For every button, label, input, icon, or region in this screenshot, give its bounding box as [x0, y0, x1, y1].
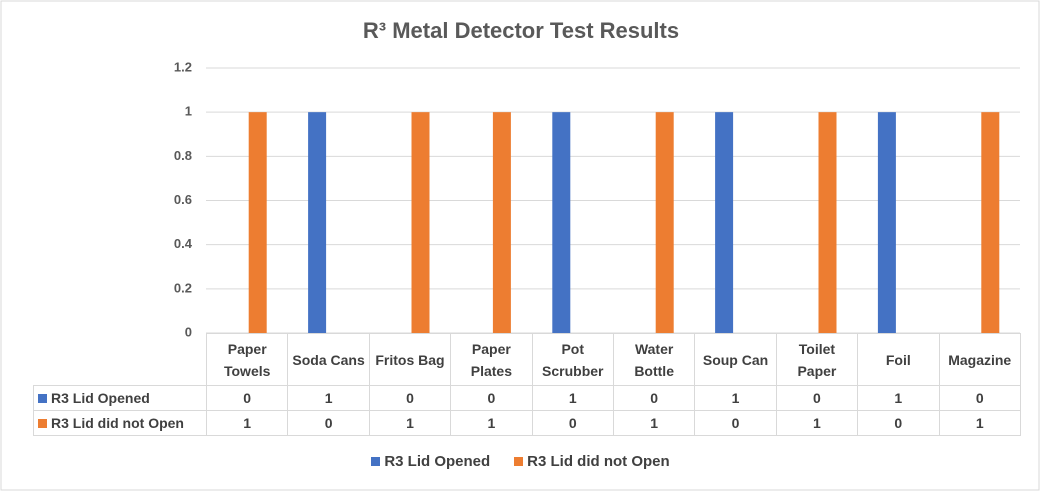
- category-label: Paper Plates: [450, 333, 533, 386]
- table-value: 0: [694, 410, 777, 436]
- table-value: 1: [531, 385, 614, 411]
- bar: [248, 112, 267, 334]
- bar: [981, 112, 1000, 334]
- table-value: 1: [612, 410, 696, 436]
- y-tick-label: 0.8: [174, 148, 192, 163]
- table-value: 1: [857, 385, 940, 411]
- y-tick-label: 0.4: [174, 236, 193, 251]
- table-value: 0: [775, 385, 859, 411]
- category-label: Pot Scrubber: [531, 333, 614, 386]
- table-value: 1: [450, 410, 533, 436]
- bar: [411, 112, 430, 334]
- category-label: Soda Cans: [287, 333, 370, 386]
- table-value: 1: [694, 385, 777, 411]
- legend-swatch: [38, 394, 47, 403]
- bar: [492, 112, 511, 334]
- legend-label: R3 Lid did not Open: [527, 453, 670, 470]
- table-header-row: Paper Towels Soda Cans Fritos Bag Paper Pla…: [33, 333, 1021, 386]
- data-table: Paper Towels Soda Cans Fritos Bag Paper Pla…: [33, 333, 1021, 436]
- bar: [655, 112, 674, 334]
- table-value: 0: [938, 385, 1021, 411]
- y-tick-label: 0.2: [174, 280, 192, 295]
- y-tick-label: 1.2: [174, 59, 192, 74]
- table-value: 0: [287, 410, 370, 436]
- category-label: Toilet Paper: [775, 333, 859, 386]
- blank-cell: [33, 333, 207, 386]
- y-tick-label: 0: [185, 324, 192, 339]
- category-label: Soup Can: [694, 333, 777, 386]
- table-value: 1: [938, 410, 1021, 436]
- row-header: R3 Lid did not Open: [33, 410, 207, 436]
- category-label: Paper Towels: [205, 333, 289, 386]
- chart-title: R³ Metal Detector Test Results: [363, 18, 679, 43]
- category-label: Water Bottle: [612, 333, 696, 386]
- y-tick-label: 1: [185, 104, 192, 119]
- table-row: R3 Lid did not Open 1 0 1 1 0 1 0 1 0 1: [33, 410, 1021, 436]
- legend-item: R3 Lid Opened: [371, 453, 490, 470]
- series-name: R3 Lid Opened: [51, 390, 150, 406]
- category-label: Fritos Bag: [368, 333, 452, 386]
- table-row: R3 Lid Opened 0 1 0 0 1 0 1 0 1 0: [33, 385, 1021, 411]
- y-tick-label: 0.6: [174, 192, 192, 207]
- table-value: 0: [857, 410, 940, 436]
- bar: [818, 112, 837, 334]
- table-value: 1: [368, 410, 452, 436]
- row-header: R3 Lid Opened: [33, 385, 207, 411]
- table-value: 0: [368, 385, 452, 411]
- bar: [877, 112, 896, 334]
- table-value: 0: [450, 385, 533, 411]
- table-value: 0: [531, 410, 614, 436]
- bar: [552, 112, 571, 334]
- legend-swatch: [371, 457, 381, 466]
- legend-item: R3 Lid did not Open: [514, 453, 670, 470]
- legend-swatch: [38, 419, 47, 428]
- table-value: 1: [205, 410, 289, 436]
- table-value: 1: [287, 385, 370, 411]
- legend-label: R3 Lid Opened: [384, 453, 491, 470]
- bar: [308, 112, 327, 334]
- table-value: 0: [612, 385, 696, 411]
- legend-swatch: [514, 457, 524, 466]
- table-value: 1: [775, 410, 859, 436]
- legend: R3 Lid Opened R3 Lid did not Open: [0, 453, 1041, 470]
- table-value: 0: [205, 385, 289, 411]
- bar: [715, 112, 734, 334]
- category-label: Magazine: [938, 333, 1021, 386]
- series-name: R3 Lid did not Open: [51, 415, 184, 431]
- category-label: Foil: [857, 333, 940, 386]
